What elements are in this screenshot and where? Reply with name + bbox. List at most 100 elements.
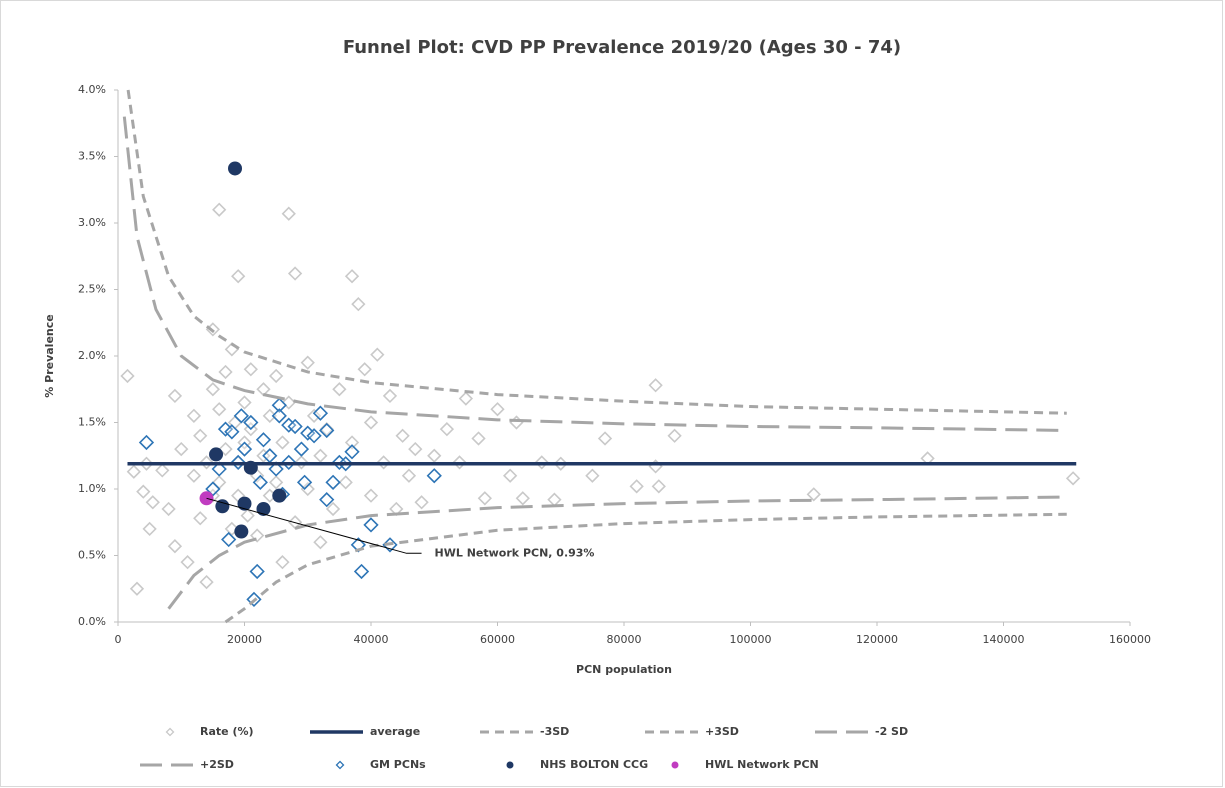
point: [243, 414, 259, 431]
point: [629, 479, 644, 494]
point: [271, 408, 287, 424]
point: [205, 382, 221, 397]
point: [212, 402, 227, 417]
point: [268, 461, 284, 477]
point: [344, 444, 360, 460]
legend-swatch: [335, 760, 345, 770]
point: [142, 521, 157, 537]
legend-label: Rate (%): [200, 725, 254, 738]
point: [255, 432, 272, 448]
point: [268, 368, 284, 384]
point: [237, 395, 252, 410]
point: [651, 479, 666, 494]
point: [414, 495, 429, 510]
point: [471, 431, 486, 446]
point: [597, 431, 613, 446]
point: [363, 517, 379, 533]
point: [236, 441, 253, 457]
legend-swatch: [506, 761, 514, 769]
point: [193, 428, 208, 443]
point: [186, 468, 202, 483]
point: [268, 475, 284, 490]
chart-title: Funnel Plot: CVD PP Prevalence 2019/20 (…: [343, 37, 901, 58]
point: [272, 488, 287, 503]
x-tick-label: 60000: [480, 633, 515, 646]
point: [351, 296, 366, 312]
legend-label: NHS BOLTON CCG: [540, 758, 648, 771]
point: [382, 388, 398, 404]
point: [180, 555, 195, 570]
point: [167, 388, 183, 404]
point: [363, 488, 379, 503]
point: [228, 161, 243, 176]
point: [667, 428, 682, 443]
y-tick-label: 0.0%: [78, 615, 106, 628]
point: [306, 408, 322, 423]
point: [313, 535, 328, 550]
point: [370, 347, 385, 362]
point: [648, 378, 663, 393]
point: [408, 441, 423, 457]
x-tick-label: 160000: [1109, 633, 1151, 646]
point: [515, 491, 530, 506]
point: [287, 418, 303, 435]
legend-swatch: [165, 727, 175, 737]
x-tick-label: 140000: [983, 633, 1025, 646]
x-tick-label: 0: [115, 633, 122, 646]
y-tick-label: 3.5%: [78, 150, 106, 163]
point: [174, 441, 189, 457]
point: [490, 402, 505, 417]
point: [224, 424, 240, 440]
point: [256, 501, 271, 516]
point: [199, 574, 214, 590]
x-tick-label: 20000: [227, 633, 262, 646]
point: [145, 495, 160, 510]
point: [155, 463, 170, 478]
x-axis-title: PCN population: [576, 663, 672, 676]
y-tick-label: 0.5%: [78, 549, 106, 562]
point: [312, 405, 329, 421]
point: [338, 475, 353, 490]
annotation: HWL Network PCN, 0.93%: [435, 546, 595, 559]
point: [193, 511, 208, 526]
point: [287, 266, 303, 281]
point: [503, 468, 518, 483]
point: [237, 496, 252, 511]
series-line: [167, 495, 1067, 610]
y-tick-label: 2.0%: [78, 349, 106, 362]
series-line: [224, 512, 1067, 624]
point: [271, 397, 287, 413]
point: [249, 563, 265, 580]
point: [275, 555, 290, 570]
point: [209, 447, 224, 462]
point: [585, 468, 600, 483]
point: [138, 434, 155, 451]
point: [218, 364, 233, 380]
point: [353, 563, 370, 580]
legend-label: +3SD: [705, 725, 739, 738]
y-tick-label: 1.0%: [78, 482, 106, 495]
point: [243, 460, 258, 475]
series-line: [126, 89, 1067, 415]
annotation-leader: [206, 497, 422, 554]
point: [252, 474, 268, 490]
series-line: [122, 116, 1067, 432]
point: [234, 524, 249, 539]
point: [233, 408, 249, 424]
point: [231, 269, 246, 284]
point: [243, 362, 258, 377]
y-tick-label: 1.5%: [78, 416, 106, 429]
point: [281, 206, 296, 221]
point: [136, 484, 151, 499]
point: [395, 428, 410, 443]
point: [319, 422, 335, 439]
point: [439, 422, 455, 437]
point: [186, 408, 202, 423]
point: [240, 508, 255, 523]
x-tick-label: 120000: [856, 633, 898, 646]
point: [275, 435, 290, 450]
point: [319, 492, 335, 508]
point: [344, 435, 360, 450]
